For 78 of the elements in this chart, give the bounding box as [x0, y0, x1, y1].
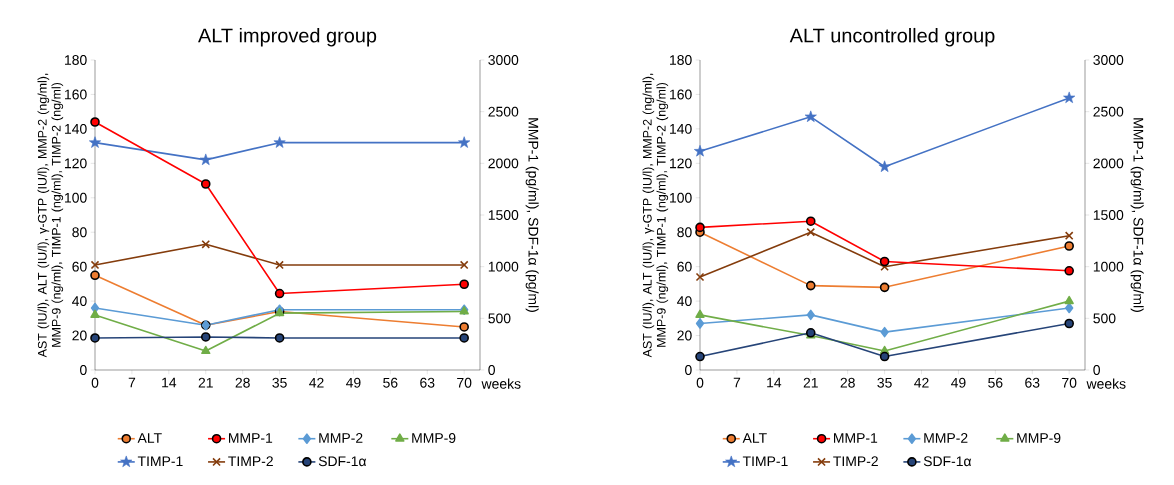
y2-tick-label: 0 [1093, 365, 1100, 375]
y-tick-label: 100 [670, 192, 692, 203]
x-axis-title: weeks [481, 378, 521, 389]
y2-tick-label: 2500 [1093, 106, 1124, 117]
legend-label: MMP-1 [229, 433, 273, 443]
x-axis-title: weeks [1086, 378, 1126, 389]
y2-tick-label: 2000 [1093, 158, 1124, 169]
y2-tick-label: 3000 [1093, 55, 1124, 65]
y-tick-label: 20 [72, 330, 87, 341]
y-tick-label: 20 [677, 330, 692, 341]
x-tick-label: 42 [914, 377, 929, 388]
chart-title: ALT improved group [198, 27, 377, 47]
x-tick-label: 14 [162, 377, 177, 388]
y-tick-label: 0 [80, 365, 87, 375]
y2-axis-title: MMP-1 (pg/ml), SDF-1α (pg/ml) [1130, 118, 1144, 312]
y-tick-label: 100 [65, 192, 87, 203]
legend-label: MMP-2 [319, 433, 363, 443]
y2-tick-label: 1500 [1093, 210, 1124, 220]
legend-label: TIMP-2 [833, 456, 878, 467]
y2-tick-label: 3000 [488, 55, 519, 65]
legend-label: SDF-1α [318, 456, 367, 467]
x-tick-label: 0 [696, 377, 704, 388]
y-tick-label: 180 [65, 55, 87, 65]
legend-label: TIMP-1 [742, 456, 788, 466]
legend-label: MMP-2 [924, 433, 968, 443]
x-tick-label: 70 [457, 377, 472, 388]
legend-label: TIMP-1 [137, 456, 183, 466]
y-axis-title: AST (IU/l), ALT (IU/l), γ-GTP (IU/l), MMP-2 (ng/ml), MMP-9 (ng/ml), TIMP-1 (ng/ml), TIMP-2 (ng/ml) [37, 73, 64, 358]
x-tick-label: 0 [91, 377, 99, 388]
x-tick-label: 56 [383, 377, 398, 388]
y-tick-label: 60 [677, 261, 692, 272]
y2-axis-title: MMP-1 (pg/ml), SDF-1α (pg/ml) [525, 118, 539, 312]
x-tick-label: 35 [877, 377, 892, 388]
y-tick-label: 120 [65, 158, 87, 169]
y-axis-title: AST (IU/l), ALT (IU/l), γ-GTP (IU/l), MMP-2 (ng/ml), MMP-9 (ng/ml), TIMP-1 (ng/ml), TIMP-2 (ng/ml) [642, 73, 669, 358]
legend-label: MMP-9 [412, 433, 456, 443]
x-tick-label: 28 [235, 377, 250, 388]
y-tick-label: 60 [72, 261, 87, 272]
y-tick-label: 180 [670, 55, 692, 65]
y-tick-label: 80 [72, 227, 87, 238]
x-tick-label: 42 [309, 377, 324, 388]
legend-label: ALT [137, 433, 162, 443]
y-tick-label: 40 [677, 296, 692, 307]
y2-tick-label: 1000 [488, 261, 519, 272]
y2-tick-label: 1500 [488, 210, 519, 220]
x-tick-label: 7 [128, 377, 136, 388]
x-tick-label: 49 [950, 377, 966, 388]
y2-tick-label: 2500 [488, 106, 519, 117]
legend-label: TIMP-2 [228, 456, 273, 467]
y2-tick-label: 0 [488, 365, 495, 375]
y-tick-label: 140 [670, 123, 692, 134]
x-tick-label: 21 [803, 377, 818, 388]
y2-tick-label: 500 [488, 313, 511, 324]
y-tick-label: 160 [670, 89, 692, 100]
y-tick-label: 120 [670, 158, 692, 169]
y2-tick-label: 2000 [488, 158, 519, 169]
y2-tick-label: 1000 [1093, 261, 1124, 272]
y2-tick-label: 500 [1093, 313, 1116, 324]
legend-label: MMP-9 [1017, 433, 1061, 443]
x-tick-label: 21 [198, 377, 213, 388]
y-tick-label: 40 [72, 296, 87, 307]
x-tick-label: 7 [733, 377, 741, 388]
chart-title: ALT uncontrolled group [789, 27, 995, 47]
y-tick-label: 140 [65, 123, 87, 134]
legend-label: ALT [742, 433, 767, 443]
x-tick-label: 63 [420, 377, 435, 388]
x-tick-label: 56 [988, 377, 1003, 388]
y-tick-label: 160 [65, 89, 87, 100]
y-tick-label: 80 [677, 227, 692, 238]
legend-label: MMP-1 [834, 433, 878, 443]
x-tick-label: 63 [1025, 377, 1040, 388]
y-tick-label: 0 [685, 365, 692, 375]
x-tick-label: 28 [840, 377, 855, 388]
x-tick-label: 14 [767, 377, 782, 388]
x-tick-label: 49 [345, 377, 361, 388]
x-tick-label: 70 [1062, 377, 1077, 388]
legend-label: SDF-1α [923, 456, 972, 467]
x-tick-label: 35 [272, 377, 287, 388]
